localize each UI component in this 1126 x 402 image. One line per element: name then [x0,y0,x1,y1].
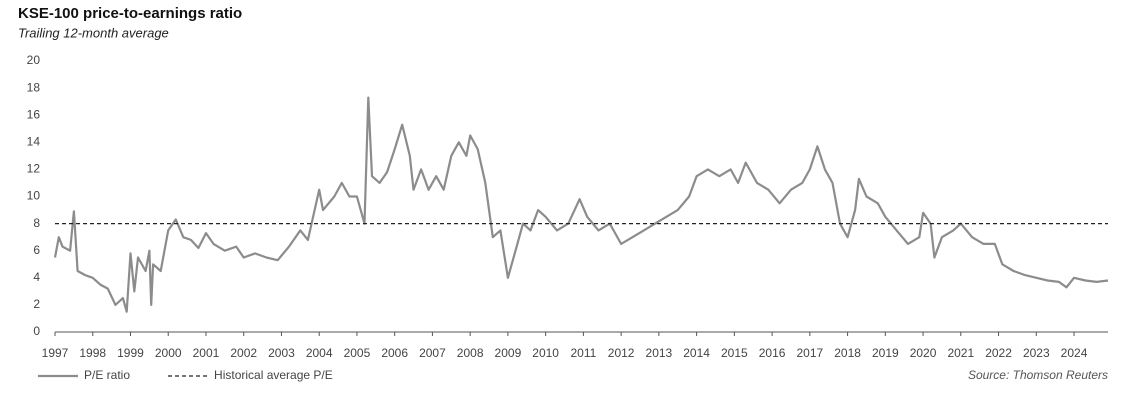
x-tick-label: 2009 [495,346,522,360]
x-tick-label: 2013 [646,346,673,360]
x-tick-label: 2024 [1061,346,1088,360]
legend-label: P/E ratio [84,368,130,382]
series-line [53,96,1109,313]
x-tick-label: 2001 [193,346,220,360]
x-tick-label: 2008 [457,346,484,360]
x-tick-label: 2000 [155,346,182,360]
x-tick-label: 2023 [1023,346,1050,360]
x-tick-label: 2015 [721,346,748,360]
x-tick-label: 2012 [608,346,635,360]
x-tick-label: 2010 [532,346,559,360]
x-tick-label: 2022 [985,346,1012,360]
y-tick-label: 4 [33,270,40,284]
x-tick-label: 2021 [947,346,974,360]
y-tick-label: 14 [27,134,41,148]
chart-title: KSE-100 price-to-earnings ratio [18,5,242,22]
y-tick-label: 20 [27,53,41,67]
x-tick-label: 2006 [381,346,408,360]
x-tick-label: 2007 [419,346,446,360]
x-tick-label: 1997 [42,346,69,360]
x-tick-label: 2014 [683,346,710,360]
x-tick-label: 2016 [759,346,786,360]
x-tick-label: 2018 [834,346,861,360]
x-tick-label: 2011 [570,346,596,360]
y-tick-label: 12 [27,162,41,176]
y-tick-label: 6 [33,243,40,257]
x-tick-label: 1998 [79,346,106,360]
chart-subtitle: Trailing 12-month average [18,25,169,40]
y-tick-label: 0 [33,324,40,338]
y-tick-label: 10 [27,189,41,203]
y-tick-label: 18 [27,80,41,94]
y-tick-label: 8 [33,216,40,230]
x-tick-label: 2003 [268,346,295,360]
legend-label: Historical average P/E [214,368,333,382]
x-tick-label: 2019 [872,346,899,360]
x-tick-label: 2005 [344,346,371,360]
y-tick-label: 16 [27,107,41,121]
y-tick-label: 2 [33,297,40,311]
x-tick-label: 1999 [117,346,144,360]
x-tick-label: 2017 [796,346,823,360]
x-tick-label: 2002 [230,346,257,360]
x-tick-label: 2004 [306,346,333,360]
source: Source: Thomson Reuters [968,368,1108,382]
x-tick-label: 2020 [910,346,937,360]
